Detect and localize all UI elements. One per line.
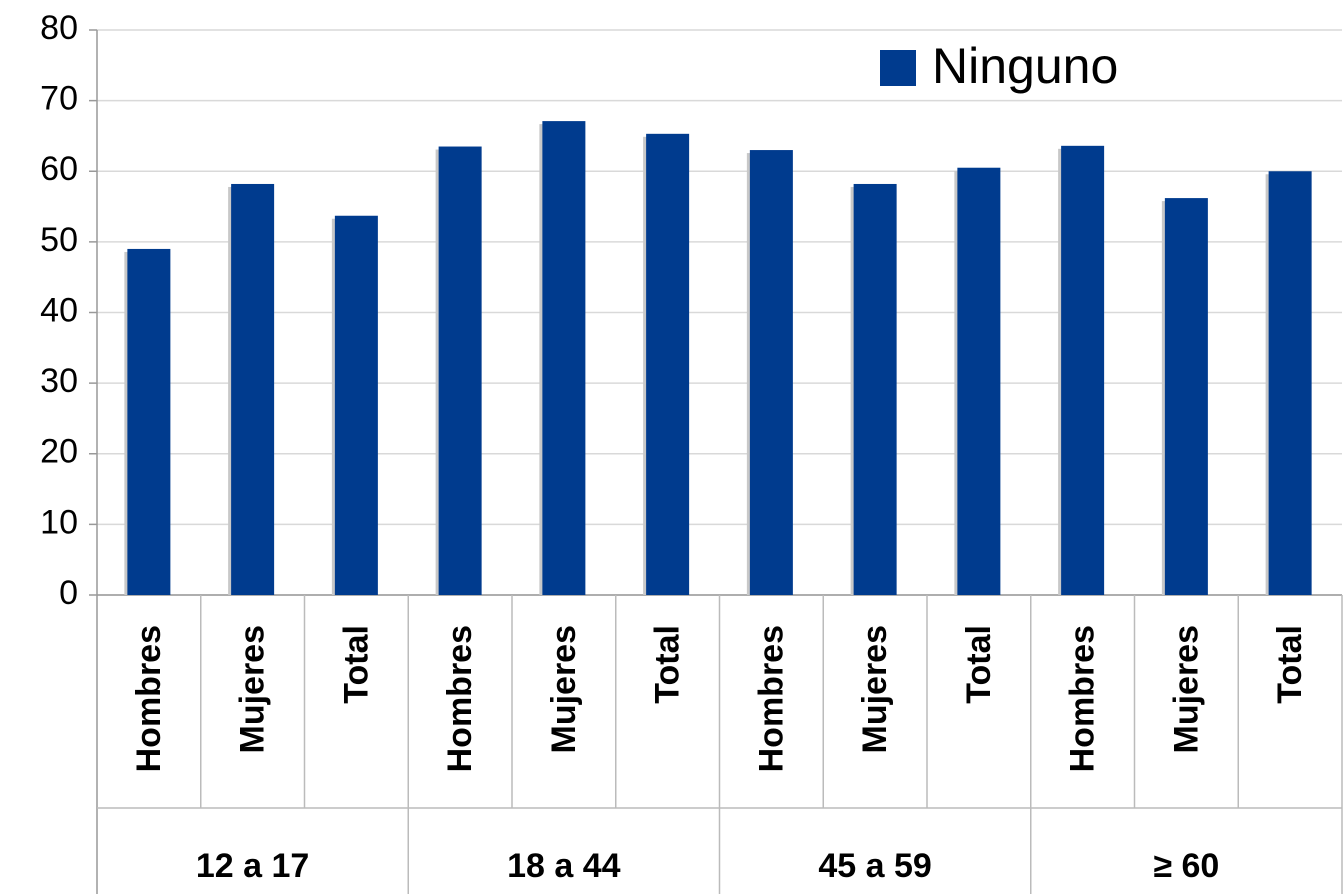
bar [646, 133, 690, 595]
legend-label: Ninguno [932, 38, 1118, 94]
y-tick-label: 20 [40, 433, 78, 471]
bar [957, 167, 1001, 595]
bar [542, 121, 586, 595]
y-tick-label: 30 [40, 362, 78, 400]
x-tick-label: Total [1271, 625, 1309, 704]
bar [1061, 145, 1105, 595]
group-label: 12 a 17 [196, 847, 309, 885]
x-tick-label: Hombres [441, 625, 479, 772]
bar [1164, 198, 1208, 595]
x-tick-label: Total [337, 625, 375, 704]
x-tick-label: Hombres [130, 625, 168, 772]
x-tick-label: Hombres [752, 625, 790, 772]
y-tick-label: 0 [59, 574, 78, 612]
y-tick-label: 70 [40, 80, 78, 118]
bar [438, 146, 482, 595]
legend-swatch [880, 50, 916, 86]
x-tick-label: Hombres [1064, 625, 1102, 772]
group-label: 45 a 59 [818, 847, 931, 885]
x-tick-label: Mujeres [856, 625, 894, 754]
bar [127, 248, 171, 595]
y-tick-label: 60 [40, 150, 78, 188]
x-tick-label: Mujeres [1167, 625, 1205, 754]
y-tick-label: 80 [40, 9, 78, 47]
y-tick-label: 10 [40, 503, 78, 541]
x-tick-label: Total [649, 625, 687, 704]
x-tick-label: Mujeres [234, 625, 272, 754]
bar [1268, 171, 1312, 595]
y-tick-label: 50 [40, 221, 78, 259]
x-tick-label: Total [960, 625, 998, 704]
group-label: ≥ 60 [1153, 847, 1219, 885]
bar [231, 183, 275, 595]
bar [334, 215, 378, 595]
group-label: 18 a 44 [507, 847, 621, 885]
y-tick-label: 40 [40, 291, 78, 329]
x-tick-label: Mujeres [545, 625, 583, 754]
bar [853, 183, 897, 595]
bar [749, 150, 793, 595]
